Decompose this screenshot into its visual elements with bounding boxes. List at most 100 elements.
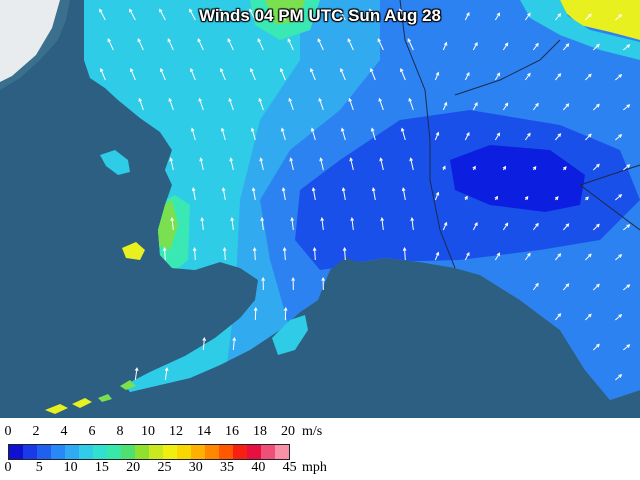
wind-arrow [221, 128, 226, 141]
wind-arrow [279, 9, 286, 21]
wind-arrow [404, 247, 406, 261]
wind-arrow [220, 68, 226, 81]
ms-tick-label: 4 [60, 424, 68, 439]
wind-arrow-head [535, 222, 539, 227]
wind-arrow-head [290, 217, 295, 222]
wind-arrow [341, 128, 346, 141]
wind-arrow-head [317, 38, 321, 43]
wind-arrow [257, 38, 264, 51]
wind-arrow [623, 344, 630, 351]
wind-arrow-head [466, 131, 470, 136]
wind-arrow-head [443, 41, 448, 46]
wind-arrow-head [349, 157, 353, 162]
wind-arrow-head [474, 101, 478, 106]
ms-tick-label: 18 [253, 424, 267, 439]
bc-border [579, 164, 640, 186]
wind-arrow-head [260, 217, 265, 222]
wind-arrow [164, 368, 168, 381]
zone-northeast-high [560, 0, 640, 40]
wind-arrow [532, 223, 539, 231]
wind-arrow [231, 218, 234, 231]
wind-arrow [200, 158, 204, 171]
wind-arrow [202, 337, 205, 351]
ms-tick-label: 14 [197, 424, 211, 439]
wind-arrow-head [401, 187, 406, 192]
zone-northeast-strong [520, 0, 640, 60]
wind-arrow-head [198, 97, 202, 102]
wind-arrow [584, 253, 592, 261]
wind-arrow [615, 194, 622, 201]
wind-arrow-head [496, 12, 501, 17]
wind-arrow [381, 218, 384, 231]
wind-arrow [339, 9, 346, 21]
wind-arrow-head [342, 246, 347, 252]
wind-arrow-head [350, 217, 355, 222]
wind-arrow [554, 133, 561, 141]
map-title: Winds 04 PM UTC Sun Aug 28 [199, 6, 441, 25]
wind-arrow-head [496, 132, 501, 137]
wind-arrow-head [435, 11, 440, 16]
wind-arrow [320, 158, 324, 171]
ms-tick-label: 12 [169, 424, 183, 439]
wind-arrow-head [472, 165, 476, 170]
scale-swatch [177, 445, 191, 459]
wind-arrow [442, 42, 447, 51]
wind-arrow-head [219, 8, 223, 13]
wind-arrow [347, 38, 354, 51]
wind-arrow-head [618, 254, 623, 258]
wind-arrow-head [626, 44, 631, 48]
wind-arrow-head [253, 306, 258, 311]
wind-arrow-head [464, 195, 468, 200]
wind-arrow-head [222, 246, 227, 252]
wind-arrow [192, 188, 196, 201]
wind-arrow-head [587, 313, 592, 318]
wind-arrow-head [259, 157, 263, 162]
wind-arrow [407, 38, 414, 51]
mph-tick-label: 5 [35, 460, 43, 475]
wind-arrow [260, 158, 264, 171]
wind-arrow-head [159, 8, 163, 13]
wind-arrow [532, 283, 539, 291]
wind-arrow-head [282, 246, 287, 252]
wind-arrow [402, 188, 406, 201]
wind-arrow-head [626, 224, 631, 228]
wind-arrow [584, 13, 592, 21]
scale-swatch [247, 445, 261, 459]
wind-arrow [532, 103, 539, 111]
wind-arrow [100, 68, 106, 81]
wind-arrow-head [409, 157, 413, 162]
wind-arrow-head [532, 165, 537, 170]
wind-arrow-head [99, 8, 103, 13]
wind-arrow [554, 253, 561, 261]
scale-swatch [205, 445, 219, 459]
wind-arrow [502, 43, 509, 51]
canada-border [399, 0, 456, 269]
wind-arrow-head [309, 8, 313, 13]
wind-arrow [129, 9, 136, 21]
scale-swatch [65, 445, 79, 459]
wind-arrow-head [524, 195, 529, 200]
wind-arrow-head [527, 252, 531, 257]
wind-arrow-head [494, 195, 498, 200]
wind-arrow [168, 98, 174, 111]
wind-arrow [321, 218, 324, 231]
wind-arrow-head [400, 127, 405, 132]
wind-arrow-head [626, 164, 631, 168]
aleutian-island-4 [120, 380, 136, 390]
wind-arrow-head [197, 38, 201, 43]
wind-arrow [524, 133, 531, 141]
wind-arrow [584, 133, 592, 141]
wind-arrow [554, 313, 561, 321]
wind-arrow-head [527, 132, 531, 137]
wind-arrow [344, 247, 346, 261]
scale-swatch [233, 445, 247, 459]
wind-arrow-head [618, 14, 623, 18]
wind-arrow-head [596, 223, 600, 228]
wind-arrow [138, 98, 144, 111]
wind-arrow [562, 103, 569, 111]
scale-swatch [275, 445, 289, 459]
wind-arrow [134, 368, 138, 381]
wind-arrow-head [504, 222, 509, 227]
aleutian-island-3 [98, 394, 112, 402]
wind-arrows [99, 8, 631, 381]
